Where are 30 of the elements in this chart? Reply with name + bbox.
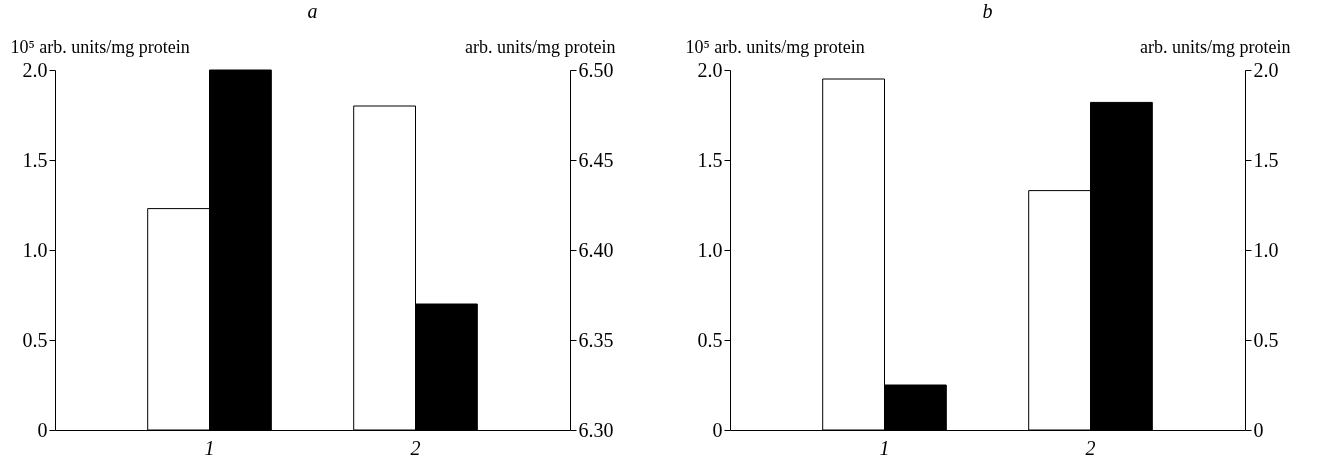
y2-tick-label: 0.5 — [1253, 328, 1279, 351]
x-tick-label: 1 — [204, 436, 215, 459]
y2-tick-label: 0 — [1253, 418, 1264, 441]
chart-title: a — [307, 0, 318, 22]
y-tick-label: 2.0 — [697, 58, 723, 81]
y-tick-label: 1.0 — [697, 238, 723, 261]
y-tick-label: 1.5 — [22, 148, 48, 171]
y-tick-label: 2.0 — [22, 58, 48, 81]
y-tick-label: 0 — [37, 418, 48, 441]
x-tick-label: 2 — [410, 436, 421, 459]
y-axis-title: 10⁵ arb. units/mg protein — [685, 36, 865, 57]
y2-tick-label: 6.40 — [578, 238, 614, 261]
y2-tick-label: 6.45 — [578, 148, 614, 171]
y2-tick-label: 6.30 — [578, 418, 614, 441]
y2-axis-title: arb. units/mg protein — [465, 36, 616, 57]
y-tick-label: 1.5 — [697, 148, 723, 171]
y2-tick-label: 2.0 — [1253, 58, 1279, 81]
y2-tick-label: 6.35 — [578, 328, 614, 351]
x-tick-label: 1 — [879, 436, 890, 459]
y-axis-title: 10⁵ arb. units/mg protein — [10, 36, 190, 57]
y2-tick-label: 1.0 — [1253, 238, 1279, 261]
y-tick-label: 0.5 — [697, 328, 723, 351]
y-tick-label: 1.0 — [22, 238, 48, 261]
y2-axis-title: arb. units/mg protein — [1140, 36, 1291, 57]
chart-title: b — [982, 0, 993, 22]
y-tick-label: 0.5 — [22, 328, 48, 351]
y-tick-label: 0 — [712, 418, 723, 441]
x-tick-label: 2 — [1085, 436, 1096, 459]
y2-tick-label: 1.5 — [1253, 148, 1279, 171]
y2-tick-label: 6.50 — [578, 58, 614, 81]
